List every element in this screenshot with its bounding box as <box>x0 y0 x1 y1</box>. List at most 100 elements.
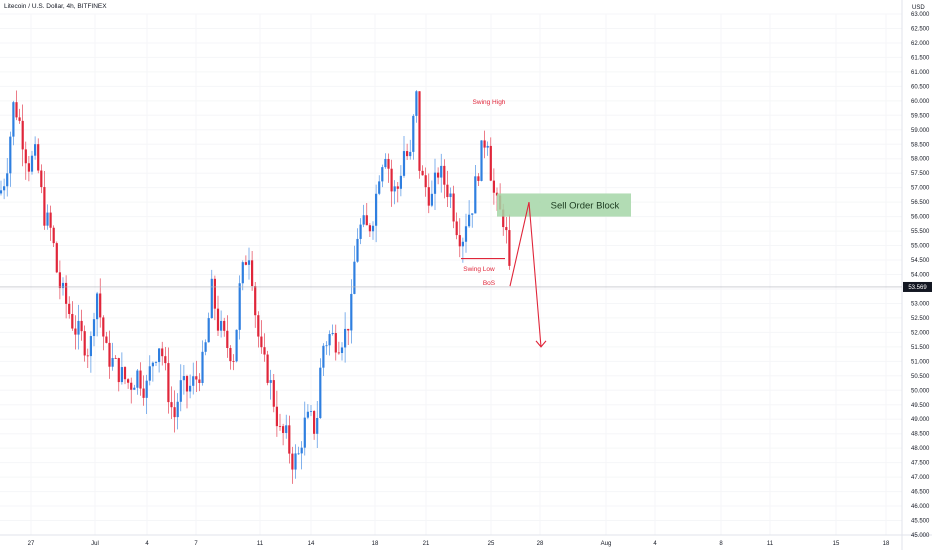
candle-body <box>127 379 130 383</box>
candle-body <box>272 380 275 407</box>
candle-body <box>502 209 505 228</box>
candle-body <box>316 418 319 434</box>
candle-body <box>313 411 316 434</box>
candle-body <box>170 402 173 408</box>
candle-body <box>294 453 297 470</box>
y-tick-label: 63.000 <box>911 12 930 18</box>
y-tick-label: 50.000 <box>911 388 930 394</box>
y-tick-label: 62.000 <box>911 41 930 47</box>
candle-body <box>96 293 99 320</box>
candle-body <box>27 163 30 172</box>
y-tick-label: 49.000 <box>911 417 930 423</box>
candle-body <box>189 385 192 392</box>
candle-body <box>300 447 303 454</box>
candle-body <box>145 380 148 398</box>
y-tick-label: 56.500 <box>911 200 930 206</box>
candle-body <box>120 367 123 383</box>
candle-body <box>430 193 433 206</box>
candle-body <box>297 453 300 455</box>
y-tick-label: 48.500 <box>911 432 930 438</box>
y-tick-label: 46.500 <box>911 490 930 496</box>
y-tick-label: 53.000 <box>911 301 930 307</box>
y-tick-label: 56.000 <box>911 215 930 221</box>
bos-label: BoS <box>483 280 496 287</box>
projection-arrow-head <box>535 340 547 348</box>
candle-body <box>375 193 378 226</box>
candle-body <box>381 167 384 182</box>
candle-body <box>508 230 511 266</box>
candle-body <box>291 453 294 470</box>
candle-body <box>15 102 18 118</box>
candle-body <box>399 175 402 189</box>
candle-body <box>241 262 244 284</box>
y-tick-label: 51.000 <box>911 359 930 365</box>
candle-body <box>371 225 375 232</box>
x-tick-label: 18 <box>883 541 890 547</box>
candle-body <box>133 387 136 390</box>
candle-body <box>207 318 210 343</box>
y-tick-label: 47.000 <box>911 475 930 481</box>
candle-body <box>9 136 12 174</box>
candle-body <box>309 411 313 412</box>
candle-body <box>471 213 474 215</box>
candle-body <box>71 313 74 329</box>
candle-body <box>288 425 291 454</box>
x-tick-label: 28 <box>537 541 544 547</box>
y-tick-label: 57.000 <box>911 186 930 192</box>
candle-body <box>446 184 449 198</box>
chart-title: Litecoin / U.S. Dollar, 4h, BITFINEX <box>4 3 107 10</box>
candle-body <box>6 173 9 187</box>
candle-body <box>257 315 260 337</box>
candle-body <box>353 261 356 294</box>
candle-body <box>164 356 167 364</box>
candle-body <box>492 180 495 193</box>
candle-body <box>99 293 102 318</box>
candle-body <box>235 329 238 362</box>
sell-order-block-zone[interactable] <box>497 193 631 217</box>
candle-body <box>331 333 334 335</box>
candle-body <box>216 308 220 331</box>
candle-body <box>269 380 272 383</box>
x-tick-label: 15 <box>833 541 840 547</box>
y-tick-label: 45.000 <box>911 533 930 539</box>
candle-body <box>415 91 418 116</box>
candle-body <box>108 342 111 367</box>
candle-body <box>182 376 185 381</box>
candle-body <box>278 426 282 427</box>
candle-body <box>176 401 179 418</box>
candle-body <box>68 303 71 314</box>
candle-body <box>58 272 61 289</box>
candle-body <box>229 348 232 362</box>
candle-body <box>89 336 92 357</box>
candle-body <box>347 328 350 331</box>
candle-body <box>223 320 226 331</box>
y-tick-label: 58.000 <box>911 157 930 163</box>
candle-body <box>437 172 440 178</box>
candle-body <box>21 120 24 150</box>
candle-body <box>303 417 306 448</box>
candle-body <box>334 333 337 353</box>
y-tick-label: 46.000 <box>911 504 930 510</box>
candle-body <box>486 145 489 148</box>
y-tick-label: 51.500 <box>911 345 930 351</box>
candle-body <box>130 382 133 390</box>
candle-body <box>40 170 43 188</box>
y-tick-label: 58.500 <box>911 142 930 148</box>
y-tick-label: 60.000 <box>911 99 930 105</box>
candle-body <box>325 345 328 347</box>
candle-body <box>148 366 151 381</box>
candle-body <box>260 336 263 348</box>
candle-body <box>55 243 58 273</box>
candle-body <box>244 262 247 265</box>
candle-body <box>136 370 139 388</box>
candle-body <box>396 186 399 189</box>
candle-body <box>483 140 486 148</box>
candle-body <box>427 187 430 206</box>
candle-body <box>365 215 368 226</box>
candle-body <box>412 115 415 152</box>
candle-body <box>480 140 483 181</box>
swing-high-label: Swing High <box>473 99 506 106</box>
last-price-label: 53.569 <box>908 285 927 291</box>
y-tick-label: 52.000 <box>911 330 930 336</box>
